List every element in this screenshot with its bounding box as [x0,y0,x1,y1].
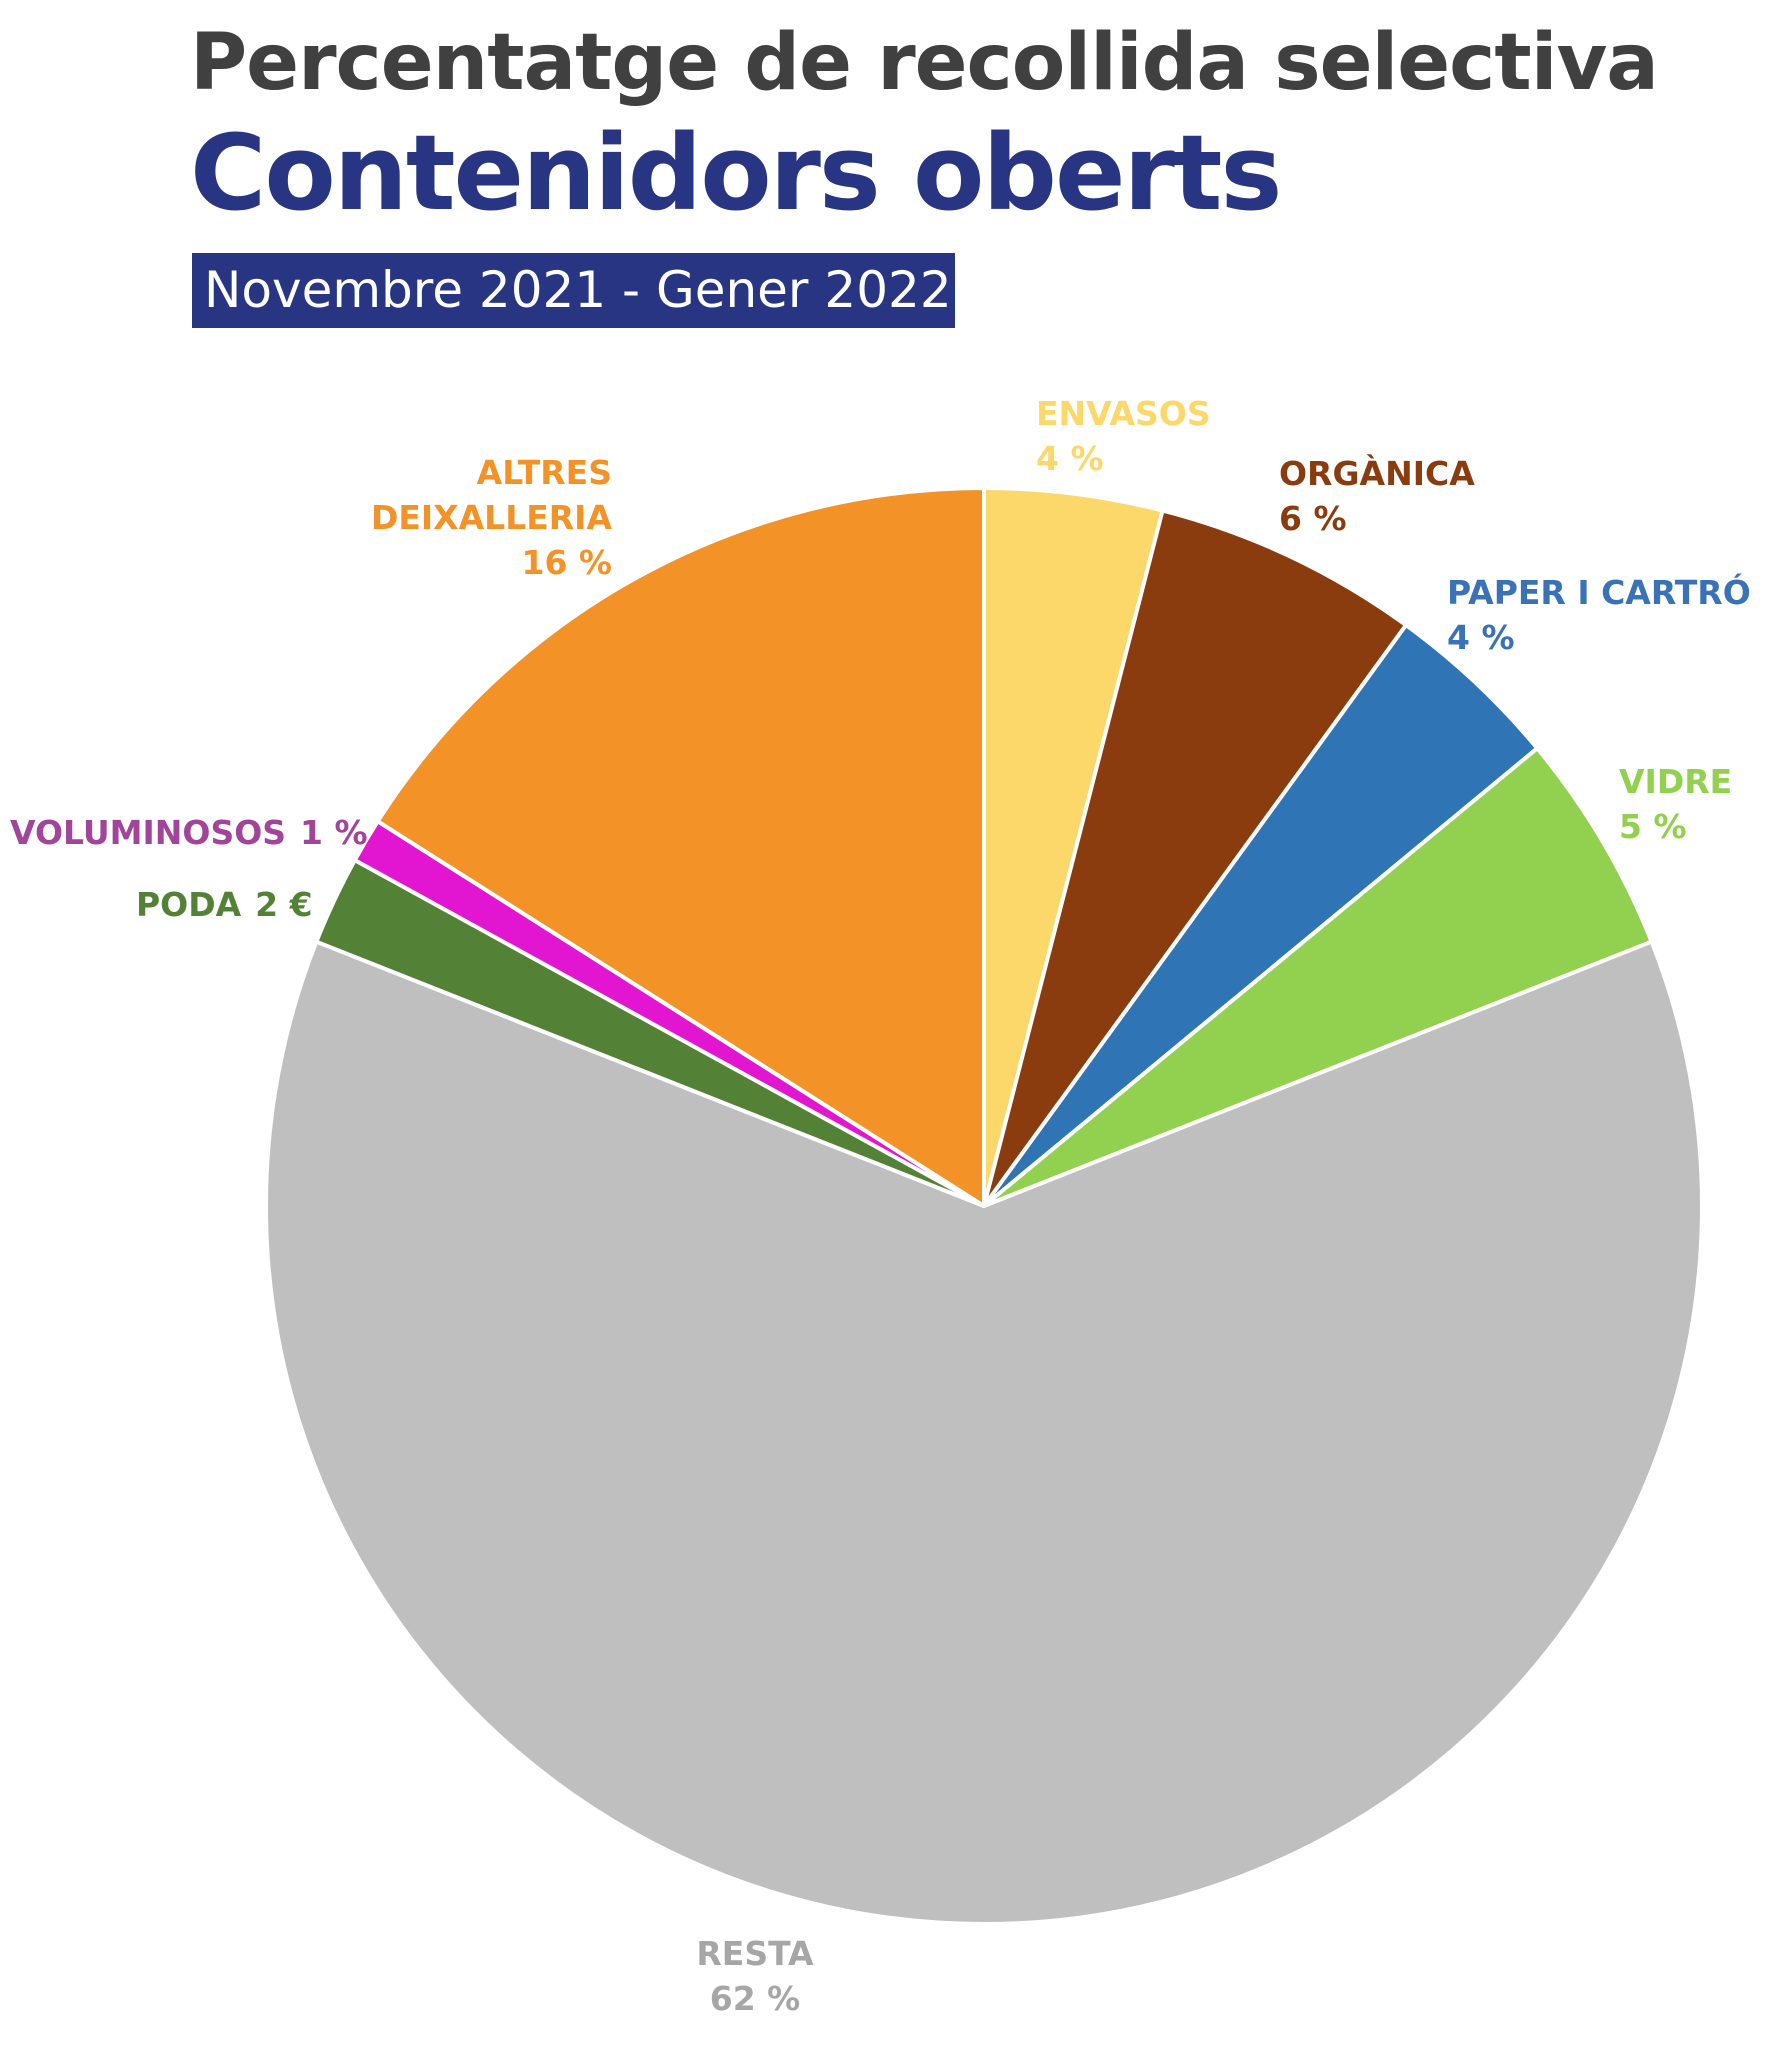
slice-label: RESTA 62 % [670,1931,840,2021]
category-label: ALTRES DEIXALLERIA [370,453,612,537]
pie-slice [264,939,1704,1926]
category-label: RESTA [696,1934,814,1973]
pie-slice [982,746,1654,1208]
value-label: 62 % [709,1979,801,2018]
slice-label: PAPER I CARTRÓ 4 % [1447,570,1751,660]
slice-label: ENVASOS 4 % [1036,391,1211,481]
chart-subtitle: Contenidors oberts [190,112,1282,234]
value-label: 16 % [521,543,612,582]
slice-label: VOLUMINOSOS 1 % [10,810,368,855]
value-label: 1 % [300,813,368,852]
category-label: ORGÀNICA [1279,454,1475,493]
value-label: 4 % [1447,618,1515,657]
pie-slice [982,508,1409,1208]
slice-label: PODA 2 € [136,882,313,927]
value-label: 4 % [1036,439,1104,478]
pie-slice [982,623,1540,1208]
value-label: 6 % [1279,499,1347,538]
category-label: ENVASOS [1036,394,1211,433]
category-label: PAPER I CARTRÓ [1447,573,1751,612]
pie-slice [375,486,986,1208]
value-label: 2 € [255,885,313,924]
category-label: VOLUMINOSOS [10,813,287,852]
value-label: 5 % [1619,807,1687,846]
date-range: Novembre 2021 - Gener 2022 [192,253,955,328]
category-label: VIDRE [1619,762,1733,801]
slice-label: ORGÀNICA 6 % [1279,451,1475,541]
category-label: PODA [136,885,242,924]
slice-label: VIDRE 5 % [1619,759,1732,849]
chart-title: Percentatge de recollida selectiva [190,18,1659,108]
slice-label: ALTRES DEIXALLERIA 16 % [332,450,612,585]
